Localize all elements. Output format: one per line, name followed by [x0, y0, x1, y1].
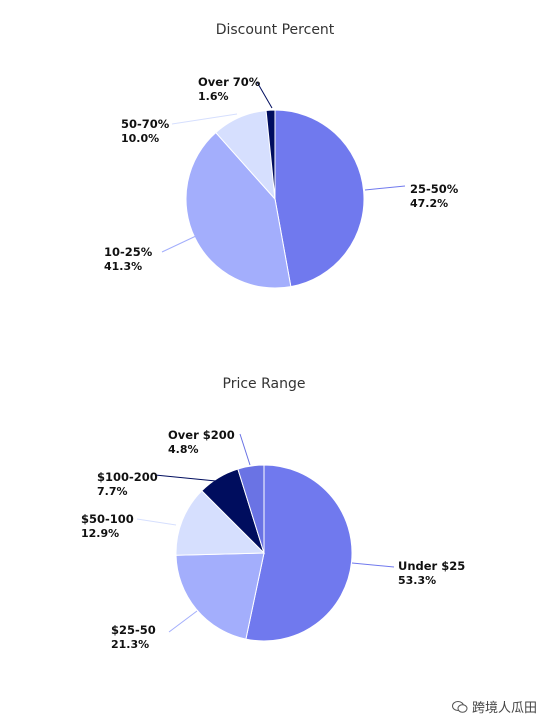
leader-line-0-2	[171, 113, 238, 125]
leader-line-0-1	[161, 235, 197, 253]
leader-line-0-0	[364, 185, 406, 191]
slice-label-0-1: 10-25%	[104, 245, 153, 259]
pie-slice-1-4	[237, 464, 265, 554]
pie-slice-0-0	[274, 109, 365, 288]
slice-percent-1-1: 21.3%	[111, 638, 149, 651]
slice-label-0-2: 50-70%	[121, 117, 170, 131]
leader-line-1-3	[154, 474, 217, 482]
leader-line-0-3	[256, 81, 273, 109]
chart-title-price: Price Range	[223, 376, 306, 392]
slice-percent-0-3: 1.6%	[198, 90, 229, 103]
pie-slice-1-0	[245, 464, 353, 642]
wechat-icon	[451, 700, 468, 713]
pie-discount-percent: 25-50%47.2% 10-25%41.3% 50-70%10.0% Over 70…	[104, 75, 459, 289]
slice-percent-1-0: 53.3%	[398, 574, 436, 587]
pie-slice-0-1	[185, 131, 292, 289]
pie-slice-0-3	[265, 109, 276, 200]
slice-percent-1-3: 7.7%	[97, 485, 128, 498]
slice-label-1-4: Over $200	[168, 428, 235, 442]
leader-line-1-4	[239, 433, 251, 466]
slice-label-1-0: Under $25	[398, 559, 465, 573]
slice-percent-0-1: 41.3%	[104, 260, 142, 273]
leader-line-1-2	[136, 518, 177, 526]
slice-label-1-2: $50-100	[81, 512, 134, 526]
slice-label-1-3: $100-200	[97, 470, 158, 484]
slice-percent-1-2: 12.9%	[81, 527, 119, 540]
pie-slice-1-1	[175, 552, 265, 640]
chart-title-discount: Discount Percent	[216, 22, 335, 38]
slice-label-1-1: $25-50	[111, 623, 156, 637]
slice-percent-0-0: 47.2%	[410, 197, 448, 210]
slice-label-0-3: Over 70%	[198, 75, 261, 89]
leader-line-1-0	[351, 562, 395, 568]
slice-label-0-0: 25-50%	[410, 182, 459, 196]
watermark-text: 跨境人瓜田	[471, 701, 537, 716]
slice-percent-1-4: 4.8%	[168, 443, 199, 456]
watermark: 跨境人瓜田	[451, 697, 537, 716]
slice-percent-0-2: 10.0%	[121, 132, 159, 145]
pie-slice-1-2	[175, 490, 266, 556]
leader-line-1-1	[168, 610, 198, 633]
